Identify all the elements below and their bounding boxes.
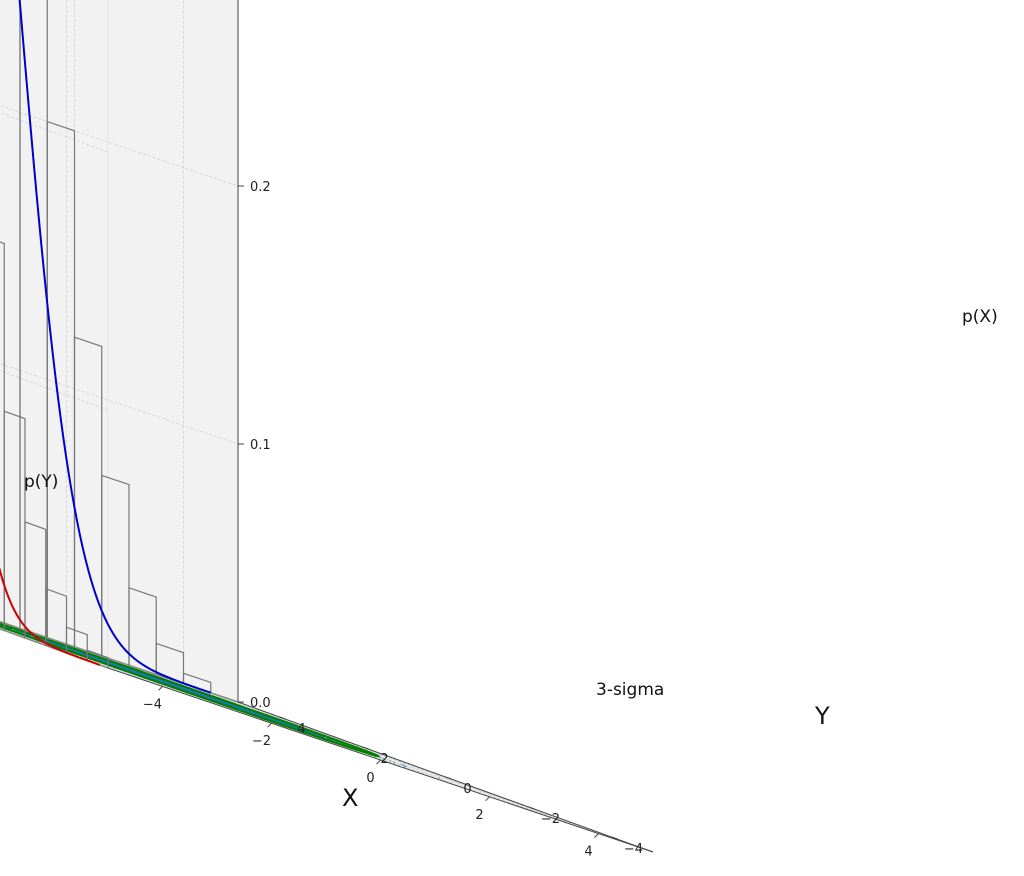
scatter-point — [382, 758, 384, 760]
scatter-point — [404, 765, 406, 768]
scatter-point — [393, 761, 395, 764]
scatter-point — [400, 763, 403, 765]
back-wall-pane — [0, 0, 238, 702]
scatter-point — [389, 760, 392, 762]
